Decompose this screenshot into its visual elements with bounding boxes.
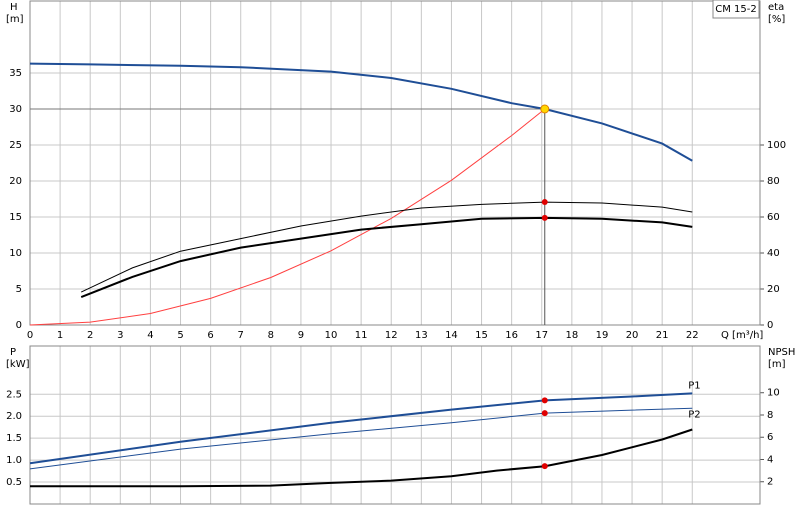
y-tick-label: 20	[9, 176, 22, 187]
y-tick-label: 0.5	[6, 477, 22, 488]
x-tick-label: 8	[268, 330, 274, 341]
y-tick-label: 5	[16, 284, 22, 295]
y2-tick-label: 100	[767, 140, 786, 151]
x-tick-label: 3	[117, 330, 123, 341]
x-tick-label: 7	[238, 330, 244, 341]
curve	[30, 428, 693, 488]
duty-point	[540, 104, 550, 114]
y2-axis-label: NPSH	[768, 347, 795, 358]
x-tick-label: 18	[565, 330, 578, 341]
y2-axis-unit: [m]	[768, 359, 786, 370]
y2-tick-label: 10	[767, 388, 780, 399]
x-tick-label: 1	[57, 330, 63, 341]
curve	[29, 62, 693, 162]
y-tick-label: 1.5	[6, 433, 22, 444]
duty-point	[541, 214, 548, 221]
x-tick-label: 9	[298, 330, 304, 341]
x-tick-label: 0	[27, 330, 33, 341]
y-tick-label: 10	[9, 248, 22, 259]
curve	[80, 201, 693, 293]
y-axis-label: H	[10, 2, 18, 13]
duty-point	[541, 463, 548, 470]
y-axis-unit: [m]	[6, 14, 24, 25]
y-axis-label: P	[10, 347, 16, 358]
y2-tick-label: 80	[767, 176, 780, 187]
duty-point	[541, 397, 548, 404]
x-tick-label: 17	[535, 330, 548, 341]
x-tick-label: 5	[177, 330, 183, 341]
y-tick-label: 2.5	[6, 389, 22, 400]
x-tick-label: 14	[445, 330, 458, 341]
x-tick-label: 21	[656, 330, 669, 341]
x-tick-label: 10	[325, 330, 338, 341]
x-tick-label: 15	[475, 330, 488, 341]
y2-tick-label: 0	[767, 320, 773, 331]
curve-label: P1	[688, 380, 700, 391]
y-tick-label: 25	[9, 140, 22, 151]
y-tick-label: 15	[9, 212, 22, 223]
y2-tick-label: 60	[767, 212, 780, 223]
x-tick-label: 19	[596, 330, 609, 341]
x-axis-label: Q [m³/h]	[721, 330, 763, 341]
curve	[29, 392, 693, 465]
curve	[80, 216, 693, 299]
x-tick-label: 2	[87, 330, 93, 341]
x-tick-label: 12	[385, 330, 398, 341]
y2-tick-label: 8	[767, 410, 773, 421]
duty-point	[541, 410, 548, 417]
legend-text: CM 15-2	[715, 4, 756, 15]
x-tick-label: 20	[626, 330, 639, 341]
y2-axis-unit: [%]	[768, 14, 785, 25]
y-tick-label: 2.0	[6, 411, 22, 422]
y2-tick-label: 4	[767, 454, 773, 465]
x-tick-label: 6	[207, 330, 213, 341]
plot-frame	[29, 345, 761, 505]
y2-tick-label: 20	[767, 284, 780, 295]
curve	[29, 108, 546, 326]
curve-label: P2	[688, 409, 700, 420]
y-tick-label: 0	[16, 320, 22, 331]
y-tick-label: 35	[9, 68, 22, 79]
y2-tick-label: 2	[767, 477, 773, 488]
curve	[29, 407, 693, 470]
y-tick-label: 30	[9, 104, 22, 115]
x-tick-label: 22	[686, 330, 699, 341]
x-tick-label: 13	[415, 330, 428, 341]
x-tick-label: 16	[505, 330, 518, 341]
y2-tick-label: 40	[767, 248, 780, 259]
y2-axis-label: eta	[768, 2, 784, 13]
x-tick-label: 11	[355, 330, 368, 341]
duty-point	[541, 199, 548, 206]
legend-box	[712, 0, 760, 19]
y-axis-unit: [kW]	[6, 359, 30, 370]
y2-tick-label: 6	[767, 432, 773, 443]
plot-frame	[29, 0, 761, 326]
x-tick-label: 4	[147, 330, 153, 341]
y-tick-label: 1.0	[6, 455, 22, 466]
